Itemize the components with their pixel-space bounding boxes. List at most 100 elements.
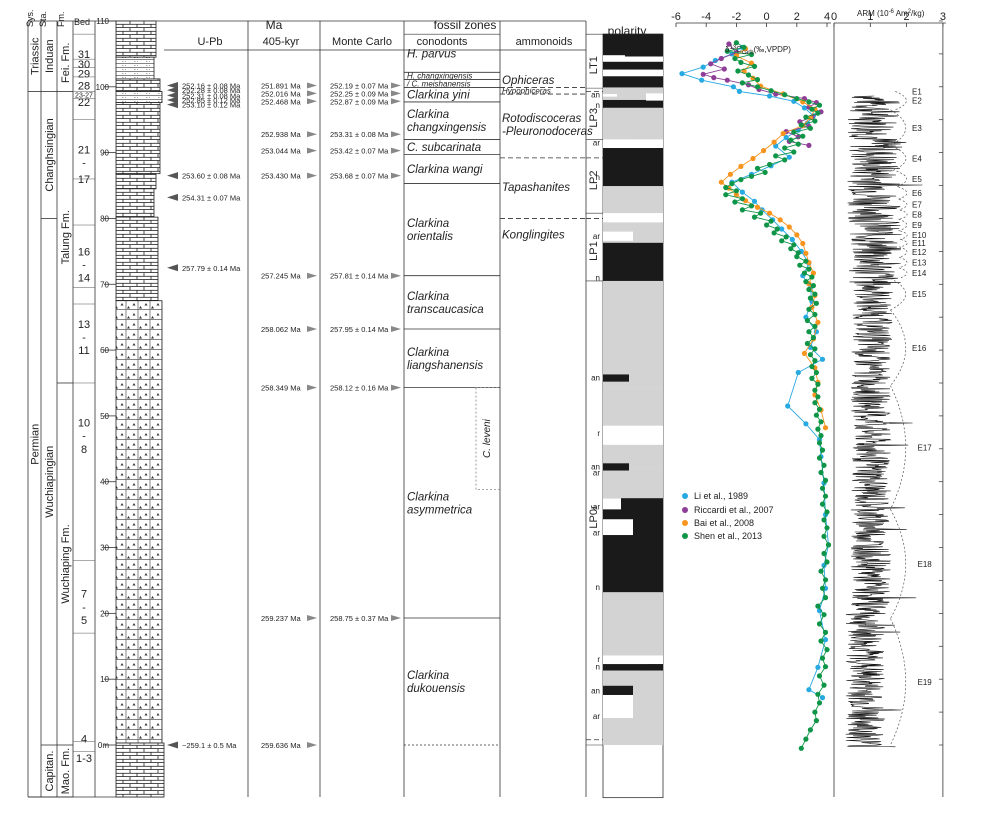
d13c-point — [733, 192, 740, 198]
lithology-bed — [115, 20, 157, 58]
polarity-mark-label: ar — [593, 712, 600, 721]
d13c-point — [754, 77, 761, 83]
bed-label: 22 — [78, 97, 90, 109]
upb-arrow — [167, 741, 178, 749]
d13c-point — [822, 595, 829, 601]
polarity-block — [603, 139, 663, 149]
d13c-point — [821, 462, 827, 468]
bed-label: - — [82, 602, 86, 614]
d13c-point — [777, 217, 783, 223]
c-leveni-range — [475, 387, 500, 491]
polarity-block — [603, 99, 663, 108]
d13c-point — [783, 234, 789, 240]
d13c-point — [815, 603, 821, 609]
polarity-notch — [603, 694, 633, 719]
bed-label: 28 — [78, 80, 90, 92]
arm-cycle-bracket — [890, 618, 907, 746]
arm-cycle-label: E18 — [917, 560, 932, 569]
d13c-point — [819, 501, 826, 507]
d13c-point — [824, 647, 830, 653]
legend-label-li: Li et al., 1989 — [694, 491, 748, 501]
d13c-point — [821, 682, 827, 688]
conodont-zone-label: transcaucasica — [407, 304, 484, 316]
arm-cycle-bracket — [900, 230, 908, 240]
d13c-point — [773, 143, 779, 149]
d13c-point — [774, 226, 780, 232]
d13c-point — [736, 88, 743, 94]
d13c-point — [813, 412, 820, 418]
d13c-point — [773, 153, 779, 159]
conodont-zone-label: Clarkina — [407, 491, 449, 503]
d13c-point — [751, 214, 758, 220]
upb-arrow — [167, 96, 178, 104]
lithology-bed — [115, 188, 155, 218]
d13c-point — [748, 60, 755, 66]
d13c-point — [723, 192, 729, 198]
bed-label: 17 — [78, 174, 90, 186]
d13c-point — [741, 44, 747, 50]
mc-age-label: 258.12 ± 0.16 Ma — [330, 384, 389, 393]
chronostratigraphic-units: Triassic Permian Induan Changhsingian Wuchia… — [28, 17, 116, 798]
polarity-notch — [603, 655, 647, 665]
d13c-point — [806, 687, 812, 693]
d13c-point — [785, 403, 791, 409]
arm-tick-label: 0 — [831, 11, 837, 23]
polarity-block — [603, 242, 663, 281]
d13c-point — [724, 77, 730, 83]
depth-tick-label: 110 — [96, 17, 109, 26]
bed-label: 16 — [78, 246, 90, 258]
polarity-block — [603, 387, 663, 426]
d13c-point — [801, 105, 808, 111]
d13c-point — [768, 218, 774, 224]
d13c-point — [807, 295, 814, 301]
polarity-mark-label: ar — [593, 528, 600, 537]
upb-arrow — [167, 86, 178, 94]
kyr-age-label: 258.349 Ma — [261, 384, 301, 393]
header-fm: Fm. — [56, 12, 66, 28]
d13c-point — [813, 369, 820, 376]
bed-label: 11 — [78, 345, 89, 357]
mc-arrow — [391, 272, 401, 279]
bed-label: 31 — [78, 49, 90, 61]
d13c-point — [699, 77, 705, 83]
bed-label: 10 — [78, 417, 90, 429]
d13c-point — [819, 356, 826, 362]
legend-marker-riccardi — [682, 507, 688, 513]
polarity-block — [603, 498, 663, 593]
d13c-point — [816, 455, 823, 461]
d13c-point — [750, 155, 756, 162]
d13c-point — [800, 133, 806, 139]
polarity-zone-label: LP2 — [588, 171, 600, 191]
d13c-point — [764, 222, 770, 228]
d13c-point — [738, 163, 744, 169]
depth-tick-label: 90 — [100, 149, 109, 158]
d13c-point — [780, 130, 786, 137]
conodont-zone-label: Clarkina — [407, 347, 449, 359]
d13c-point — [818, 433, 824, 439]
mc-age-label: 257.95 ± 0.14 Ma — [330, 325, 389, 334]
polarity-mark-label: ar — [593, 139, 600, 148]
d13c-point — [819, 585, 826, 591]
arm-cycle-bracket — [890, 385, 907, 510]
arm-cycle-bracket — [899, 209, 908, 220]
kyr-age-label: 257.245 Ma — [261, 272, 301, 281]
d13c-point — [818, 419, 824, 425]
d13c-point — [739, 207, 746, 213]
arm-curve — [845, 95, 923, 748]
d13c-point — [800, 240, 806, 247]
d13c-point — [803, 250, 809, 256]
ammonoid-zone-label: Hypophiceras — [502, 87, 551, 96]
polarity-mark-label: n — [596, 583, 600, 592]
d13c-point — [822, 637, 829, 643]
arm-cycle-label: E2 — [912, 97, 922, 106]
kyr-arrow — [307, 272, 317, 279]
polarity-block — [603, 213, 663, 223]
arm-cycle-label: E17 — [917, 443, 932, 452]
d13c-point — [815, 394, 821, 400]
d13c-point — [810, 283, 817, 289]
d13c-point — [739, 80, 746, 86]
polarity-notch — [603, 139, 631, 145]
depth-tick-label: 0m — [98, 741, 109, 750]
d13c-point — [732, 55, 738, 62]
kyr-age-label: 252.016 Ma — [261, 89, 301, 98]
